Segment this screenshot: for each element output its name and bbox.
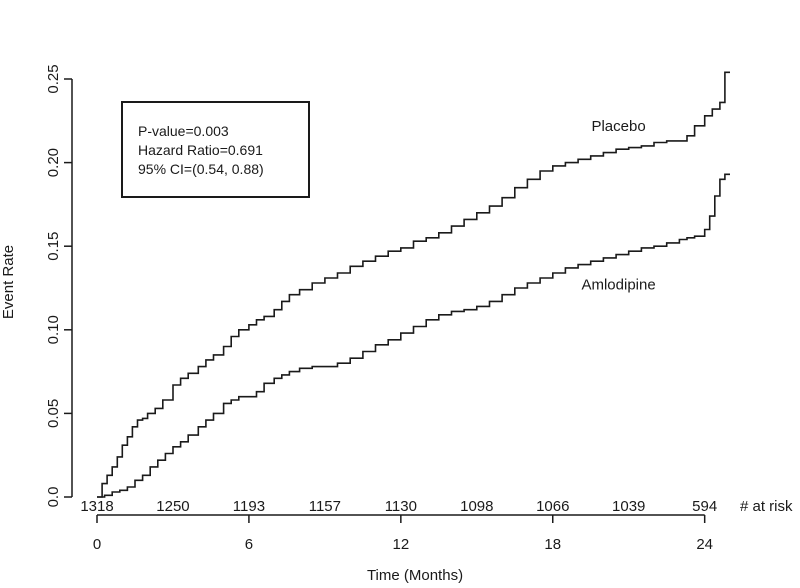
series-label-placebo: Placebo (591, 118, 645, 135)
x-tick-label: 18 (544, 536, 561, 553)
series-lines (97, 71, 730, 498)
series-labels: Placebo Amlodipine (581, 118, 655, 294)
annotation-border (121, 101, 310, 198)
at-risk-value: 1066 (536, 498, 569, 515)
annotation-confidence-interval: 95% CI=(0.54, 0.88) (138, 161, 264, 177)
y-ticks: 0.0 0.05 0.10 0.15 0.20 0.25 (45, 64, 72, 507)
stats-annotation-box: P-value=0.003 Hazard Ratio=0.691 95% CI=… (121, 101, 310, 198)
y-tick-label: 0.0 (45, 487, 62, 508)
y-tick-label: 0.25 (45, 64, 62, 93)
at-risk-row: 1318 1250 1193 1157 1130 1098 1066 1039 594 (80, 498, 717, 515)
at-risk-label: # at risk (740, 498, 793, 515)
x-tick-label: 6 (245, 536, 253, 553)
annotation-p-value: P-value=0.003 (138, 123, 229, 139)
series-line-placebo (97, 71, 730, 498)
y-axis-label: Event Rate (0, 245, 17, 319)
at-risk-value: 1250 (156, 498, 189, 515)
at-risk-value: 1098 (460, 498, 493, 515)
y-tick-label: 0.20 (45, 148, 62, 177)
at-risk-value: 1193 (233, 498, 265, 515)
at-risk-value: 594 (692, 498, 717, 515)
at-risk-value: 1318 (80, 498, 113, 515)
y-tick-label: 0.05 (45, 399, 62, 428)
x-tick-label: 12 (392, 536, 409, 553)
annotation-hazard-ratio: Hazard Ratio=0.691 (138, 142, 263, 158)
at-risk-value: 1130 (385, 498, 417, 515)
series-label-amlodipine: Amlodipine (581, 277, 655, 294)
x-ticks: 0 6 12 18 24 (93, 515, 713, 553)
y-tick-label: 0.15 (45, 232, 62, 261)
x-tick-label: 0 (93, 536, 101, 553)
x-axis-label: Time (Months) (367, 567, 463, 584)
at-risk-value: 1039 (612, 498, 645, 515)
at-risk-value: 1157 (309, 498, 341, 515)
series-line-amlodipine (97, 173, 730, 498)
x-tick-label: 24 (696, 536, 713, 553)
y-tick-label: 0.10 (45, 315, 62, 344)
